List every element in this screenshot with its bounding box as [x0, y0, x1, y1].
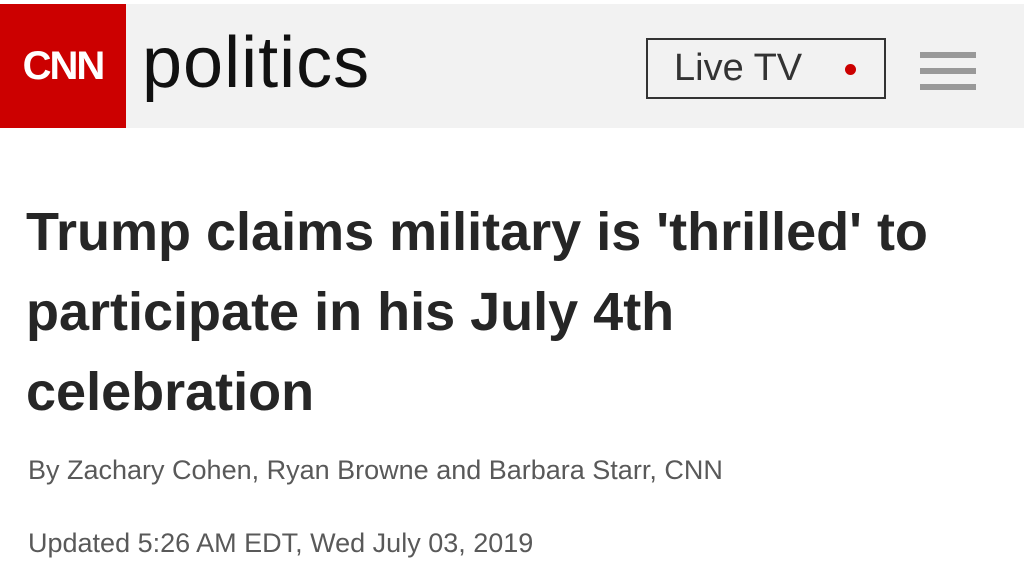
timestamp: Updated 5:26 AM EDT, Wed July 03, 2019	[28, 528, 534, 558]
live-dot	[845, 64, 856, 75]
logo[interactable]: CNN	[0, 4, 126, 128]
live-tv-label: Live TV	[674, 47, 803, 89]
byline: By Zachary Cohen, Ryan Browne and Barbar…	[28, 455, 723, 485]
section-title[interactable]: politics	[142, 23, 371, 103]
menu-bar[interactable]	[920, 84, 976, 90]
headline: Trump claims military is 'thrilled' to p…	[26, 202, 928, 422]
live-tv-button[interactable]: Live TV	[646, 38, 886, 99]
menu-bar[interactable]	[920, 52, 976, 58]
menu-bar[interactable]	[920, 68, 976, 74]
